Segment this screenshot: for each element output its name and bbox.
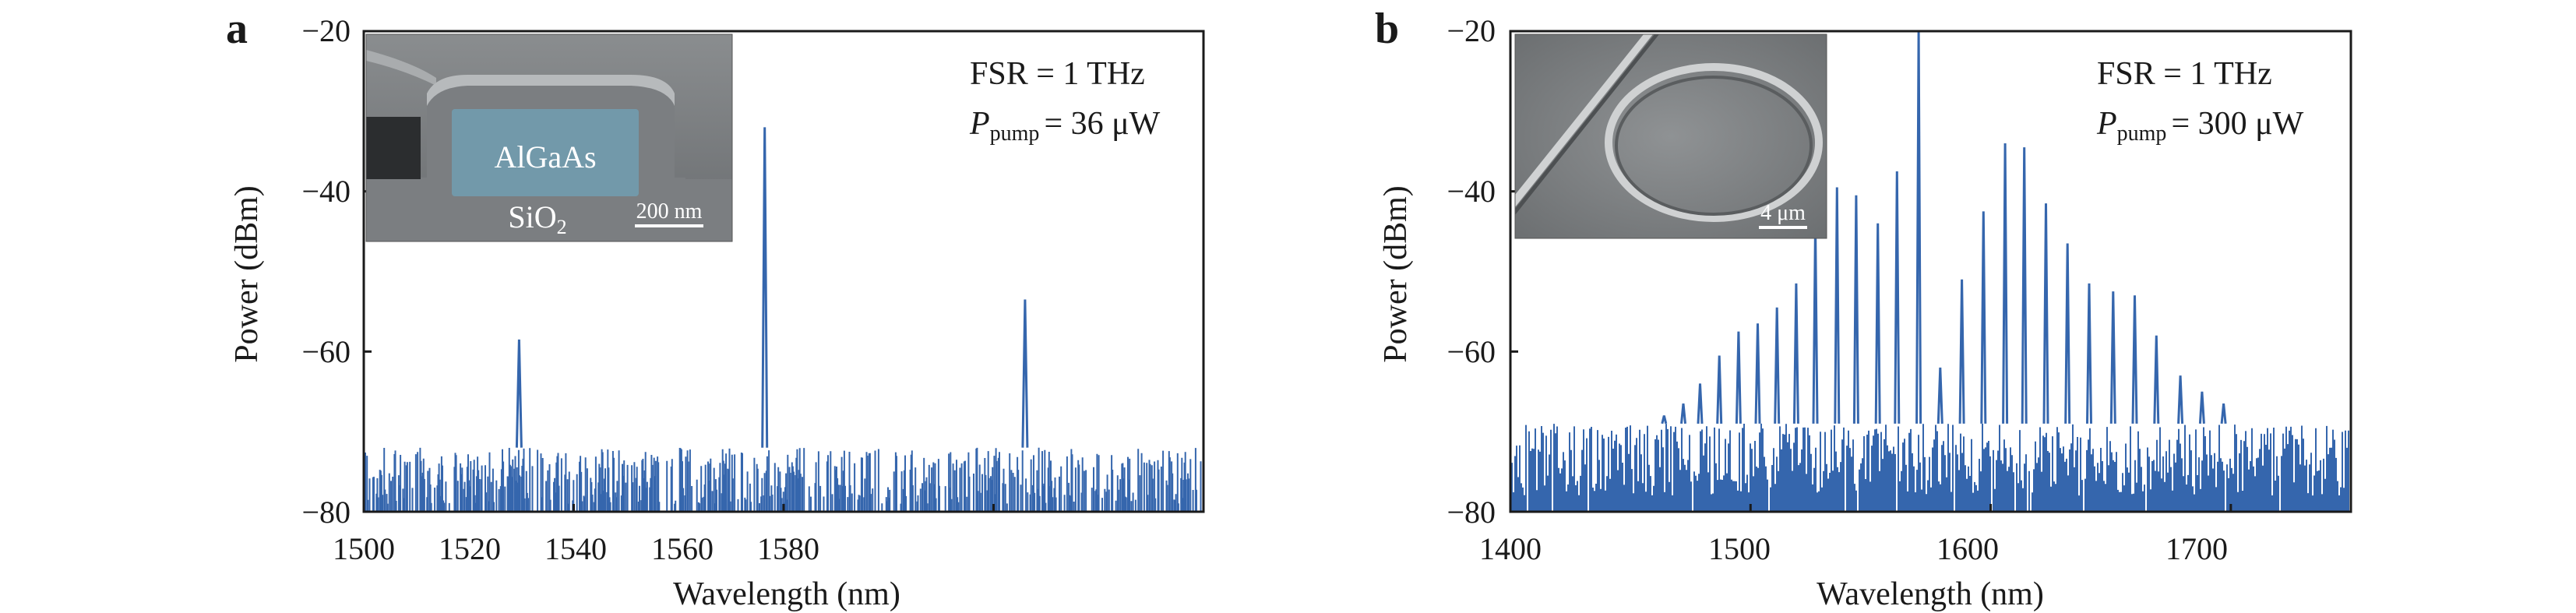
panel-a-xtick-label: 1540 <box>544 531 607 566</box>
spectral-peak <box>2131 295 2138 424</box>
panel-b-xtick-label: 1700 <box>2165 531 2228 566</box>
spectral-peak <box>2021 147 2028 424</box>
panel-b-xtick-label: 1400 <box>1479 531 1542 566</box>
spectral-peak <box>1792 283 1799 424</box>
panel-a-ytick-label: −20 <box>301 13 351 48</box>
panel-a-spectrum <box>365 127 1202 512</box>
panel-b-ytick-label: −20 <box>1447 13 1496 48</box>
panel-a-letter: a <box>226 5 248 53</box>
spectral-peak <box>1958 279 1965 424</box>
panel-a-noise-floor <box>365 447 1202 512</box>
spectral-peak <box>1980 211 1987 424</box>
spectral-peak <box>2086 283 2092 424</box>
panel-b-plot-frame <box>1509 30 2352 513</box>
panel-b-y-axis-label: Power (dBm) <box>1378 185 1414 362</box>
spectral-peak <box>2064 243 2071 424</box>
panel-a-ytick-label: −80 <box>301 495 351 530</box>
panel-b-inset-microring <box>1605 63 1823 222</box>
panel-b-fsr-label: FSR = 1 THz <box>2097 56 2272 92</box>
panel-b-xtick-label: 1600 <box>1936 531 1999 566</box>
panel-a-y-axis-label: Power (dBm) <box>229 185 265 362</box>
panel-a-ytick-label: −60 <box>301 334 351 369</box>
panel-b-x-ticks: 1400 1500 1600 1700 <box>1479 531 2228 566</box>
panel-a-inset-core-label: AlGaAs <box>494 139 596 174</box>
panel-b-inset-bus-waveguide <box>1515 34 1653 207</box>
panel-b-noise-floor <box>1511 423 2349 512</box>
spectral-peak <box>2220 403 2227 425</box>
spectral-peak <box>1661 415 1668 425</box>
panel-a-y-ticks: −20 −40 −60 −80 <box>301 13 351 530</box>
panel-a-ytick-label: −40 <box>301 174 351 209</box>
spectral-peak <box>761 127 769 448</box>
panel-a-inset-top-edge <box>427 75 675 106</box>
spectral-peak <box>1894 171 1901 424</box>
panel-b-inset-frame <box>1514 33 1827 239</box>
spectral-peak <box>515 339 523 448</box>
spectral-peak <box>1021 299 1029 448</box>
panel-a-inset-waveguide-core <box>452 109 639 196</box>
panel-a-xtick-label: 1500 <box>333 531 395 566</box>
panel-a-fsr-label: FSR = 1 THz <box>970 56 1145 92</box>
panel-a-xtick-label: 1520 <box>439 531 501 566</box>
panel-b: b Power (dBm) Wavelength (nm) −20 −40 −6… <box>1375 5 2352 612</box>
panel-a-inset-shadow <box>366 117 421 179</box>
spectral-peak <box>2002 143 2009 424</box>
panel-b-spectrum <box>1511 30 2349 512</box>
spectral-peak <box>1716 355 1723 424</box>
panel-b-xtick-label: 1500 <box>1708 531 1771 566</box>
spectral-peak <box>1697 383 1704 424</box>
panel-a-x-axis-label: Wavelength (nm) <box>673 576 900 612</box>
panel-b-ytick-label: −40 <box>1447 174 1496 209</box>
panel-a-plot-frame <box>362 30 1205 513</box>
panel-b-inset-bus-shadow <box>1515 34 1659 215</box>
panel-a-inset-scale-label: 200 nm <box>636 199 703 224</box>
spectral-peak <box>1812 223 1819 424</box>
spectral-peak <box>1735 331 1742 424</box>
spectral-peak <box>1834 187 1841 424</box>
panel-a-inset-substrate-label: SiO2 <box>508 199 566 238</box>
spectral-peak <box>1680 403 1686 425</box>
panel-b-sem-inset: 4 μm <box>1514 33 1827 239</box>
spectral-peak <box>1852 195 1859 424</box>
spectral-peak <box>2042 203 2049 424</box>
panel-a-sem-inset: AlGaAs SiO2 200 nm <box>365 33 733 242</box>
panel-b-ytick-label: −60 <box>1447 334 1496 369</box>
panel-b-ytick-label: −80 <box>1447 495 1496 530</box>
panel-b-y-ticks: −20 −40 −60 −80 <box>1447 13 1496 530</box>
spectral-peak <box>2109 291 2116 424</box>
panel-a: a Power (dBm) Wavelength (nm) −20 −40 −6… <box>226 5 1205 612</box>
spectral-peak <box>1874 223 1881 424</box>
panel-b-inset-scale-label: 4 μm <box>1760 201 1806 225</box>
panel-b-x-axis-label: Wavelength (nm) <box>1817 576 2044 612</box>
spectral-peak <box>2198 391 2205 424</box>
spectral-peak <box>1915 30 1922 424</box>
spectral-peak <box>2153 335 2160 424</box>
panel-a-inset-frame <box>365 33 733 242</box>
panel-b-letter: b <box>1375 5 1399 53</box>
spectral-peak <box>1936 367 1943 424</box>
panel-a-pump-label: Ppump = 36 μW <box>969 106 1161 146</box>
spectral-peak <box>2177 375 2184 424</box>
panel-a-xtick-label: 1560 <box>651 531 714 566</box>
panel-a-xtick-label: 1580 <box>757 531 819 566</box>
panel-b-pump-label: Ppump = 300 μW <box>2096 106 2304 146</box>
panel-b-inset-ring-inner-edge <box>1615 76 1813 216</box>
spectral-peak <box>1754 323 1761 424</box>
panel-a-x-ticks: 1500 1520 1540 1560 1580 <box>333 531 819 566</box>
spectral-peak <box>1774 307 1781 424</box>
panel-a-inset-edge <box>366 50 436 86</box>
